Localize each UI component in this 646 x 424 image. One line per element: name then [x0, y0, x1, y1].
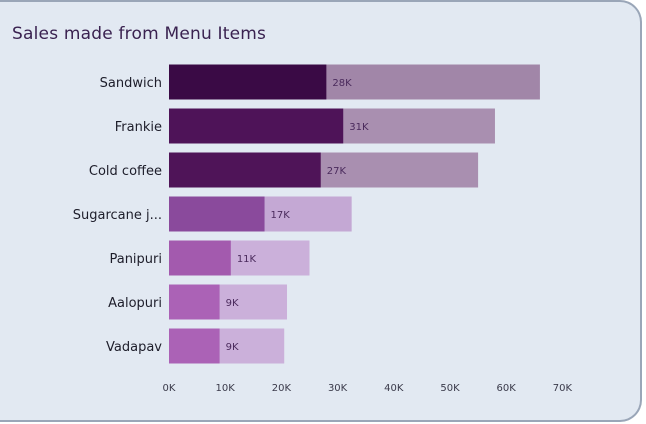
category-label: Vadapav	[106, 340, 162, 355]
x-tick-label: 20K	[272, 383, 292, 394]
x-tick-label: 40K	[384, 383, 404, 394]
data-label: 11K	[237, 254, 257, 265]
x-tick-label: 10K	[216, 383, 236, 394]
category-label: Sandwich	[100, 76, 162, 91]
data-label: 31K	[349, 122, 369, 133]
x-tick-label: 70K	[553, 383, 573, 394]
bar-chart: Sandwich 28K Frankie 31K Cold coffee 27K Sugar…	[73, 64, 573, 394]
data-label: 27K	[327, 166, 347, 177]
x-tick-label: 50K	[440, 383, 460, 394]
x-tick-label: 60K	[497, 383, 517, 394]
x-tick-label: 30K	[328, 383, 348, 394]
bar-sales[interactable]	[169, 108, 344, 144]
data-label: 9K	[226, 298, 239, 309]
category-label: Sugarcane j...	[73, 208, 162, 223]
data-label: 9K	[226, 342, 239, 353]
bar-sales[interactable]	[169, 196, 265, 232]
bar-sales[interactable]	[169, 284, 220, 320]
bar-sales[interactable]	[169, 240, 231, 276]
x-tick-label: 0K	[163, 383, 176, 394]
chart-title: Sales made from Menu Items	[12, 24, 267, 44]
data-label: 28K	[332, 78, 352, 89]
category-label: Aalopuri	[108, 296, 162, 311]
data-label: 17K	[271, 210, 291, 221]
bar-sales[interactable]	[169, 64, 327, 100]
bar-sales[interactable]	[169, 152, 321, 188]
category-label: Frankie	[115, 120, 162, 135]
bar-sales[interactable]	[169, 328, 220, 364]
category-label: Panipuri	[109, 252, 162, 267]
category-label: Cold coffee	[89, 164, 162, 179]
